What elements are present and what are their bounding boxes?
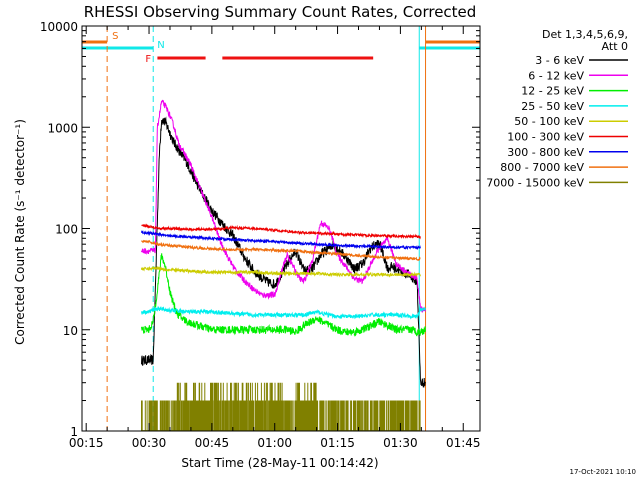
y-tick-label: 10000 xyxy=(40,20,78,34)
x-tick-label: 01:15 xyxy=(320,436,355,450)
legend-label-3: 25 - 50 keV xyxy=(521,100,584,113)
y-tick-label: 10 xyxy=(63,324,78,338)
series-line xyxy=(141,99,426,313)
legend-label-4: 50 - 100 keV xyxy=(514,115,584,128)
night-flag-label: N xyxy=(157,40,164,51)
series-line xyxy=(141,253,426,337)
series-1 xyxy=(141,99,426,313)
x-tick-label: 01:00 xyxy=(257,436,292,450)
x-tick-label: 00:15 xyxy=(69,436,104,450)
legend-label-1: 6 - 12 keV xyxy=(528,69,584,82)
legend-label-6: 300 - 800 keV xyxy=(507,146,584,159)
series-line xyxy=(141,265,421,278)
legend-label-8: 7000 - 15000 keV xyxy=(486,176,584,189)
y-tick-label: 1 xyxy=(70,425,78,439)
x-axis-label: Start Time (28-May-11 00:14:42) xyxy=(181,456,378,470)
series-group xyxy=(141,99,426,431)
y-axis-label: Corrected Count Rate (s⁻¹ detector⁻¹) xyxy=(13,119,27,345)
legend-label-0: 3 - 6 keV xyxy=(535,54,584,67)
axes: 1 10 100 1000 10000 00:15 00:30 00:45 01:00 01:15… xyxy=(40,20,481,450)
footer-date: 17-Oct-2021 10:10 xyxy=(570,468,636,476)
legend-header-line-0: Det 1,3,4,5,6,9, xyxy=(542,28,628,41)
series-2 xyxy=(141,253,426,337)
flare-flag-label: F xyxy=(145,54,151,65)
series-line xyxy=(141,239,421,262)
series-line xyxy=(141,382,421,431)
legend: Det 1,3,4,5,6,9,Att 0 3 - 6 keV 6 - 12 keV… xyxy=(486,28,628,189)
series-line xyxy=(141,223,421,240)
series-8 xyxy=(141,382,421,431)
legend-label-7: 800 - 7000 keV xyxy=(500,161,584,174)
series-7 xyxy=(141,239,421,262)
series-6 xyxy=(141,230,421,251)
series-line xyxy=(141,230,421,251)
series-0 xyxy=(141,116,426,388)
legend-label-2: 12 - 25 keV xyxy=(521,85,584,98)
x-tick-label: 01:45 xyxy=(446,436,481,450)
series-line xyxy=(141,305,426,320)
y-tick-label: 100 xyxy=(55,223,78,237)
legend-label-5: 100 - 300 keV xyxy=(507,131,584,144)
series-5 xyxy=(141,223,421,240)
saa-flag-label: S xyxy=(112,31,118,42)
x-tick-label: 00:45 xyxy=(195,436,230,450)
y-tick-label: 1000 xyxy=(47,121,78,135)
x-tick-label: 01:30 xyxy=(383,436,418,450)
series-line xyxy=(141,116,426,388)
series-3 xyxy=(141,305,426,320)
x-tick-label: 00:30 xyxy=(132,436,167,450)
legend-header-line-1: Att 0 xyxy=(602,40,628,53)
chart-title: RHESSI Observing Summary Count Rates, Co… xyxy=(84,3,477,21)
series-4 xyxy=(141,265,421,278)
